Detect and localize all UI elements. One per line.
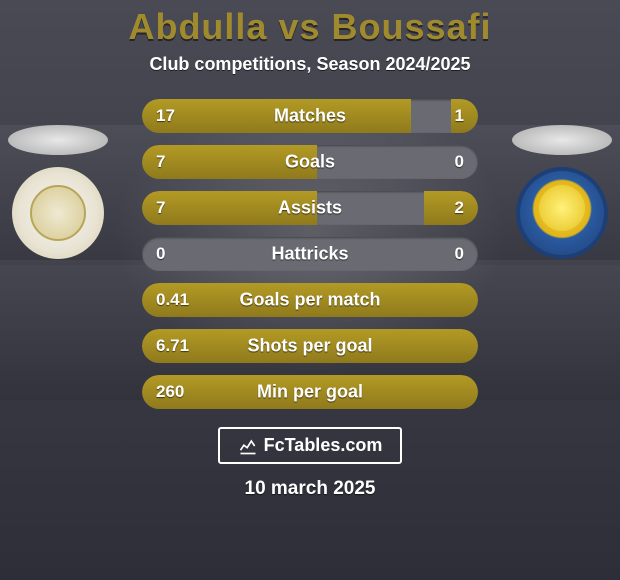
club-crest-left bbox=[12, 167, 104, 259]
club-crest-right bbox=[516, 167, 608, 259]
stat-row: 171Matches bbox=[142, 99, 478, 133]
page-title: Abdulla vs Boussafi bbox=[128, 6, 491, 48]
player-right bbox=[512, 125, 612, 259]
subtitle: Club competitions, Season 2024/2025 bbox=[149, 54, 470, 75]
stats-list: 171Matches70Goals72Assists00Hattricks0.4… bbox=[142, 99, 478, 409]
stat-value-left: 0 bbox=[156, 244, 165, 264]
watermark: FcTables.com bbox=[218, 427, 403, 464]
bar-fill-right bbox=[424, 191, 478, 225]
stat-row: 0.41Goals per match bbox=[142, 283, 478, 317]
watermark-text: FcTables.com bbox=[264, 435, 383, 456]
bar-fill-left bbox=[142, 99, 411, 133]
stat-value-right: 0 bbox=[455, 244, 464, 264]
bar-fill-left bbox=[142, 375, 478, 409]
bar-fill-left bbox=[142, 145, 317, 179]
avatar-placeholder bbox=[8, 125, 108, 155]
stat-row: 0 0Hattricks bbox=[142, 237, 478, 271]
stat-row: 260Min per goal bbox=[142, 375, 478, 409]
stat-row: 70Goals bbox=[142, 145, 478, 179]
stat-value-right: 0 bbox=[455, 152, 464, 172]
bar-fill-left bbox=[142, 191, 317, 225]
card: Abdulla vs Boussafi Club competitions, S… bbox=[0, 0, 620, 580]
stat-label: Hattricks bbox=[142, 244, 478, 265]
chart-icon bbox=[238, 436, 258, 456]
stat-row: 72Assists bbox=[142, 191, 478, 225]
bar-fill-left bbox=[142, 329, 478, 363]
bar-fill-right bbox=[451, 99, 478, 133]
bar-fill-left bbox=[142, 283, 478, 317]
date: 10 march 2025 bbox=[245, 478, 376, 500]
avatar-placeholder bbox=[512, 125, 612, 155]
stat-row: 6.71Shots per goal bbox=[142, 329, 478, 363]
player-left bbox=[8, 125, 108, 259]
